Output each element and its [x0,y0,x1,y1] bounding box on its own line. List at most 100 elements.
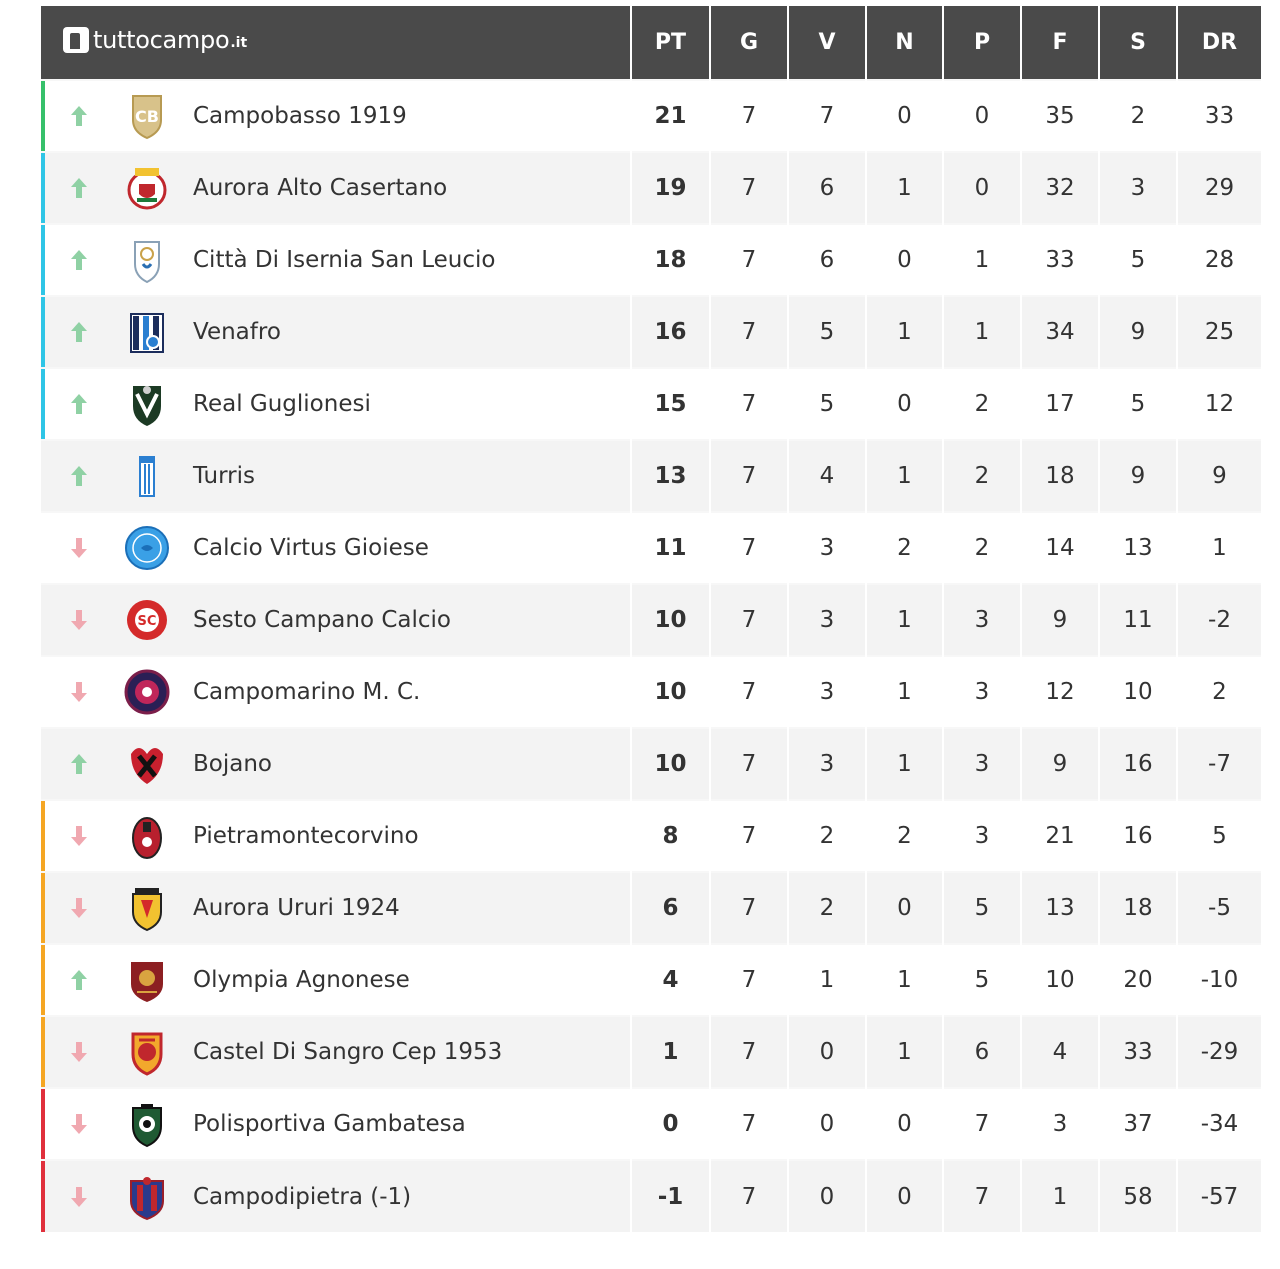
cell-v: 3 [787,583,866,656]
cell-f: 13 [1020,871,1099,944]
cell-p: 3 [942,583,1021,656]
team-name[interactable]: Sesto Campano Calcio [193,607,451,633]
table-row[interactable]: CB Campobasso 1919 21 7 7 0 0 35 2 33 [41,79,1261,152]
trend-down-icon [69,1041,89,1063]
cell-pt: 8 [630,799,710,872]
team-name[interactable]: Calcio Virtus Gioiese [193,535,429,561]
cell-pt: 10 [630,655,710,728]
team-name[interactable]: Campodipietra (-1) [193,1183,412,1210]
cell-pt: 1 [630,1015,710,1088]
cell-g: 7 [709,799,788,872]
cell-n: 1 [865,727,943,800]
cell-g: 7 [709,511,788,584]
table-row[interactable]: Calcio Virtus Gioiese 11 7 3 2 2 14 13 1 [41,511,1261,584]
table-row[interactable]: Città Di Isernia San Leucio 18 7 6 0 1 33 5 28 [41,223,1261,296]
team-name[interactable]: Olympia Agnonese [193,967,410,993]
team-cell: Campomarino M. C. [41,655,631,728]
cell-n: 1 [865,1015,943,1088]
cell-f: 12 [1020,655,1099,728]
virtus-gioiese-crest-icon [123,524,171,572]
cell-pt: 4 [630,943,710,1016]
team-cell: Aurora Ururi 1924 [41,871,631,944]
table-row[interactable]: Venafro 16 7 5 1 1 34 9 25 [41,295,1261,368]
cell-f: 10 [1020,943,1099,1016]
table-row[interactable]: Real Guglionesi 15 7 5 0 2 17 5 12 [41,367,1261,440]
cell-pt: 0 [630,1087,710,1160]
team-name[interactable]: Real Guglionesi [193,391,371,417]
cell-v: 1 [787,943,866,1016]
trend-down-icon [69,609,89,631]
team-name[interactable]: Aurora Ururi 1924 [193,895,400,921]
cell-g: 7 [709,655,788,728]
table-row[interactable]: Turris 13 7 4 1 2 18 9 9 [41,439,1261,512]
trend-down-icon [69,897,89,919]
standings-table: tuttocampo .it PT G V N P F S DR CB Campo… [41,6,1261,1232]
brand-link[interactable]: tuttocampo .it [63,26,247,54]
cell-dr: -57 [1176,1159,1261,1232]
table-row[interactable]: SC Sesto Campano Calcio 10 7 3 1 3 9 11 -2 [41,583,1261,656]
cell-s: 11 [1098,583,1177,656]
cell-g: 7 [709,1015,788,1088]
zone-indicator [41,1089,45,1159]
team-cell: Real Guglionesi [41,367,631,440]
cell-f: 18 [1020,439,1099,512]
team-name[interactable]: Pietramontecorvino [193,823,419,849]
cell-dr: 12 [1176,367,1261,440]
table-row[interactable]: Aurora Alto Casertano 19 7 6 1 0 32 3 29 [41,151,1261,224]
cell-g: 7 [709,79,788,152]
trend-down-icon [69,681,89,703]
cell-p: 3 [942,799,1021,872]
trend-up-icon [69,753,89,775]
table-row[interactable]: Aurora Ururi 1924 6 7 2 0 5 13 18 -5 [41,871,1261,944]
team-name[interactable]: Campomarino M. C. [193,679,421,705]
team-name[interactable]: Campobasso 1919 [193,103,407,129]
trend-down-icon [69,537,89,559]
cell-dr: 29 [1176,151,1261,224]
cell-n: 2 [865,511,943,584]
team-name[interactable]: Bojano [193,751,272,777]
cell-f: 14 [1020,511,1099,584]
cell-v: 5 [787,367,866,440]
cell-g: 7 [709,151,788,224]
table-row[interactable]: Castel Di Sangro Cep 1953 1 7 0 1 6 4 33 -29 [41,1015,1261,1088]
isernia-crest-icon [123,236,171,284]
real-guglionesi-crest-icon [123,380,171,428]
table-row[interactable]: Pietramontecorvino 8 7 2 2 3 21 16 5 [41,799,1261,872]
team-name[interactable]: Venafro [193,319,281,345]
cell-v: 0 [787,1015,866,1088]
cell-v: 4 [787,439,866,512]
cell-dr: 28 [1176,223,1261,296]
brand-name: tuttocampo [93,26,230,54]
aurora-ururi-crest-icon [123,884,171,932]
table-row[interactable]: Campomarino M. C. 10 7 3 1 3 12 10 2 [41,655,1261,728]
cell-f: 35 [1020,79,1099,152]
team-name[interactable]: Polisportiva Gambatesa [193,1111,466,1137]
cell-v: 3 [787,511,866,584]
cell-n: 0 [865,1159,943,1232]
cell-g: 7 [709,943,788,1016]
zone-indicator [41,297,45,367]
cell-v: 6 [787,151,866,224]
cell-dr: -2 [1176,583,1261,656]
cell-dr: -10 [1176,943,1261,1016]
team-name[interactable]: Castel Di Sangro Cep 1953 [193,1039,503,1065]
standings-body: CB Campobasso 1919 21 7 7 0 0 35 2 33 Aurora Alto … [41,79,1261,1232]
cell-pt: 15 [630,367,710,440]
table-row[interactable]: Olympia Agnonese 4 7 1 1 5 10 20 -10 [41,943,1261,1016]
team-name[interactable]: Turris [193,463,256,489]
table-row[interactable]: Bojano 10 7 3 1 3 9 16 -7 [41,727,1261,800]
cell-s: 9 [1098,439,1177,512]
team-name[interactable]: Aurora Alto Casertano [193,175,448,201]
table-row[interactable]: Polisportiva Gambatesa 0 7 0 0 7 3 37 -34 [41,1087,1261,1160]
table-row[interactable]: Campodipietra (-1) -1 7 0 0 7 1 58 -57 [41,1159,1261,1232]
col-header-s: S [1098,6,1177,80]
bojano-crest-icon [123,740,171,788]
cell-v: 0 [787,1159,866,1232]
team-name[interactable]: Città Di Isernia San Leucio [193,247,496,273]
cell-pt: -1 [630,1159,710,1232]
cell-n: 0 [865,1087,943,1160]
cell-dr: 2 [1176,655,1261,728]
cell-n: 0 [865,871,943,944]
cell-n: 0 [865,223,943,296]
zone-indicator [41,1017,45,1087]
